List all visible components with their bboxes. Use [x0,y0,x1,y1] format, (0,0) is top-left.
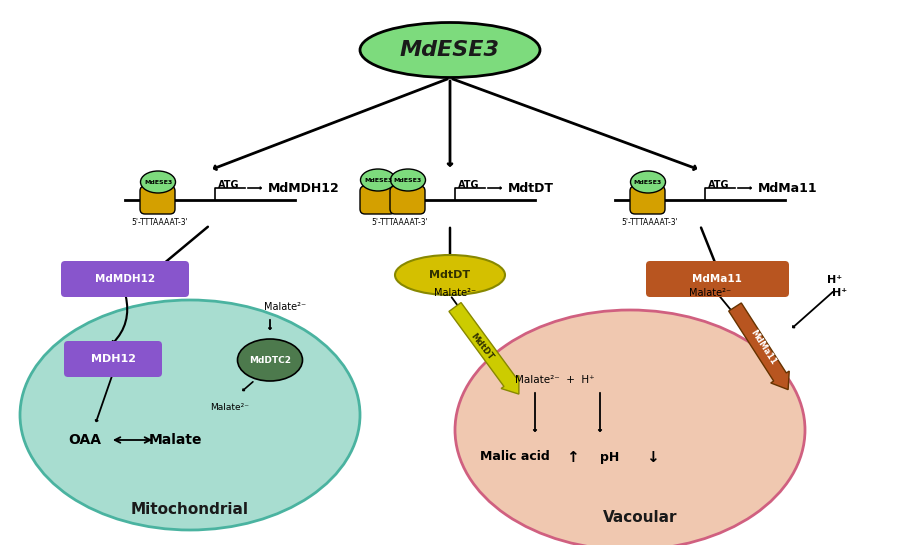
Text: MdtDT: MdtDT [469,332,495,362]
FancyArrow shape [449,302,519,394]
Text: MdtDT: MdtDT [429,270,471,280]
Ellipse shape [631,171,665,193]
Ellipse shape [395,255,505,295]
Text: Vacoular: Vacoular [603,510,677,524]
Text: H⁺: H⁺ [832,288,848,298]
FancyBboxPatch shape [390,186,425,214]
Text: OAA: OAA [68,433,102,447]
Text: H⁺: H⁺ [827,275,842,285]
Ellipse shape [391,169,426,191]
Text: ↑: ↑ [565,450,579,464]
Text: 5'-TTTAAAAT-3': 5'-TTTAAAAT-3' [372,217,428,227]
Text: MDH12: MDH12 [91,354,136,364]
Text: MdMa11: MdMa11 [692,274,742,284]
Text: Malate²⁻: Malate²⁻ [434,288,476,298]
Text: ATG: ATG [218,180,239,190]
Ellipse shape [455,310,805,545]
Text: ATG: ATG [458,180,480,190]
FancyBboxPatch shape [646,261,789,297]
Text: ATG: ATG [708,180,730,190]
Text: MdESE3: MdESE3 [400,40,500,60]
Text: Malate²⁻: Malate²⁻ [211,403,249,411]
FancyBboxPatch shape [64,341,162,377]
FancyArrow shape [729,303,789,390]
Text: MdtDT: MdtDT [508,181,554,195]
Ellipse shape [360,22,540,77]
Text: Mitochondrial: Mitochondrial [131,502,249,518]
Text: MdMDH12: MdMDH12 [94,274,155,284]
FancyBboxPatch shape [630,186,665,214]
FancyBboxPatch shape [61,261,189,297]
Text: Malate²⁻: Malate²⁻ [264,302,306,312]
Ellipse shape [361,169,395,191]
FancyBboxPatch shape [140,186,175,214]
Ellipse shape [140,171,176,193]
Text: Malate²⁻: Malate²⁻ [688,288,731,298]
Text: 5'-TTTAAAAT-3': 5'-TTTAAAAT-3' [131,217,188,227]
Text: MdMa11: MdMa11 [749,328,778,366]
Text: Malic acid: Malic acid [480,451,550,463]
Ellipse shape [20,300,360,530]
Ellipse shape [238,339,302,381]
Text: MdDTC2: MdDTC2 [249,355,291,365]
Text: MdMa11: MdMa11 [758,181,817,195]
Text: MdESE3: MdESE3 [364,178,392,183]
Text: MdESE3: MdESE3 [634,179,662,185]
FancyBboxPatch shape [360,186,395,214]
Text: MdESE3: MdESE3 [144,179,172,185]
Text: ↓: ↓ [645,450,659,464]
Text: pH: pH [600,451,619,463]
Text: MdMDH12: MdMDH12 [268,181,340,195]
Text: Malate: Malate [148,433,202,447]
Text: 5'-TTTAAAAT-3': 5'-TTTAAAAT-3' [622,217,679,227]
Text: Malate²⁻  +  H⁺: Malate²⁻ + H⁺ [515,375,595,385]
Text: MdESE3: MdESE3 [394,178,422,183]
